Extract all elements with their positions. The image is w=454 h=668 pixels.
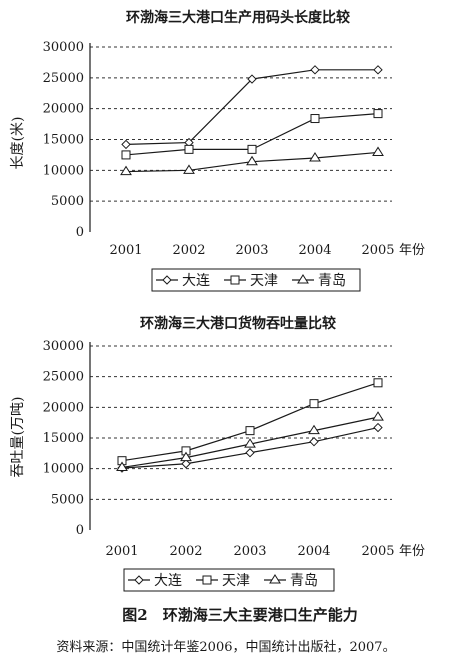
data-point-square	[121, 150, 131, 160]
x-tick-label: 2002	[169, 544, 202, 559]
chart-1-legend-frame	[151, 268, 361, 292]
x-tick-label: 2003	[235, 243, 268, 258]
data-point-square	[184, 144, 194, 154]
y-tick-label: 30000	[43, 339, 84, 354]
y-tick-label: 15000	[43, 431, 84, 446]
chart-1-title: 环渤海三大港口生产用码头长度比较	[126, 9, 350, 26]
legend-label: 青岛	[290, 573, 318, 589]
legend-label: 大连	[154, 573, 182, 589]
data-point-triangle	[120, 165, 132, 176]
y-tick-label: 0	[76, 225, 84, 240]
data-point-triangle	[180, 451, 192, 462]
chart-1-plot-area: 0 5000 10000 15000 20000 25000 30000 2001 2002 20…	[43, 40, 395, 258]
x-tick-label: 2001	[109, 243, 142, 258]
legend-marker-diamond	[162, 275, 172, 285]
data-point-square	[309, 399, 319, 409]
y-tick-label: 20000	[43, 102, 84, 117]
chart-2-x-axis-suffix: 年份	[399, 544, 425, 559]
y-tick-label: 5000	[51, 194, 84, 209]
chart-2-legend: 大连 天津 青岛	[123, 568, 335, 592]
data-point-triangle	[372, 146, 384, 156]
data-point-diamond	[247, 74, 257, 84]
y-tick-label: 25000	[43, 71, 84, 86]
legend-marker-triangle	[297, 274, 309, 284]
chart-2-title: 环渤海三大港口货物吞吐量比较	[140, 315, 336, 332]
x-tick-label: 2004	[297, 544, 330, 559]
legend-label: 天津	[250, 273, 278, 289]
y-tick-label: 10000	[43, 163, 84, 178]
data-point-square	[247, 144, 257, 154]
y-tick-label: 30000	[43, 40, 84, 55]
y-tick-label: 0	[76, 523, 84, 538]
data-point-square	[373, 378, 383, 388]
data-point-diamond	[245, 448, 255, 458]
chart-2-y-axis-label: 吞吐量(万吨)	[10, 397, 26, 478]
x-tick-label: 2002	[172, 243, 205, 258]
figure-caption: 图2 环渤海三大主要港口生产能力	[122, 606, 357, 624]
x-tick-label: 2004	[298, 243, 331, 258]
legend-marker-square	[230, 275, 240, 285]
data-point-triangle	[183, 164, 195, 174]
data-point-diamond	[373, 65, 383, 75]
legend-label: 青岛	[318, 273, 346, 289]
y-tick-label: 20000	[43, 400, 84, 415]
data-point-triangle	[308, 424, 320, 435]
data-point-square	[373, 109, 383, 119]
chart-1-y-axis-label: 长度(米)	[10, 117, 26, 170]
x-tick-label: 2001	[105, 544, 138, 559]
legend-marker-square	[202, 575, 212, 585]
data-point-square	[310, 114, 320, 124]
legend-marker-diamond	[134, 575, 144, 585]
chart-1: 环渤海三大港口生产用码头长度比较 长度(米) 年份 0 5000 10000 1500…	[10, 9, 425, 292]
data-point-triangle	[246, 155, 258, 166]
data-point-triangle	[372, 411, 384, 421]
x-tick-label: 2003	[233, 544, 266, 559]
data-point-triangle	[244, 438, 256, 448]
chart-1-x-axis-suffix: 年份	[399, 243, 425, 258]
data-point-diamond	[309, 436, 319, 447]
y-tick-label: 15000	[43, 133, 84, 148]
data-point-square	[245, 426, 255, 436]
chart-2-plot-area: 0 5000 10000 15000 20000 25000 30000 2001 2002 20…	[43, 339, 395, 559]
source-note: 资料来源：中国统计年鉴2006，中国统计出版社，2007。	[56, 639, 395, 655]
legend-label: 大连	[182, 273, 210, 289]
data-point-diamond	[373, 422, 383, 433]
x-tick-label: 2005	[361, 544, 394, 559]
x-tick-label: 2005	[361, 243, 394, 258]
y-tick-label: 25000	[43, 370, 84, 385]
legend-marker-triangle	[269, 574, 281, 584]
data-point-diamond	[121, 139, 131, 150]
data-point-triangle	[116, 461, 128, 471]
chart-2: 环渤海三大港口货物吞吐量比较 吞吐量(万吨) 年份 0 5000 10000 1500…	[10, 315, 425, 592]
chart-2-legend-frame	[123, 568, 335, 592]
data-point-diamond	[181, 459, 191, 469]
y-tick-label: 10000	[43, 462, 84, 477]
data-point-diamond	[310, 65, 320, 75]
chart-1-legend: 大连 天津 青岛	[151, 268, 361, 292]
y-tick-label: 5000	[51, 492, 84, 507]
data-point-triangle	[309, 152, 321, 162]
legend-label: 天津	[222, 573, 250, 589]
